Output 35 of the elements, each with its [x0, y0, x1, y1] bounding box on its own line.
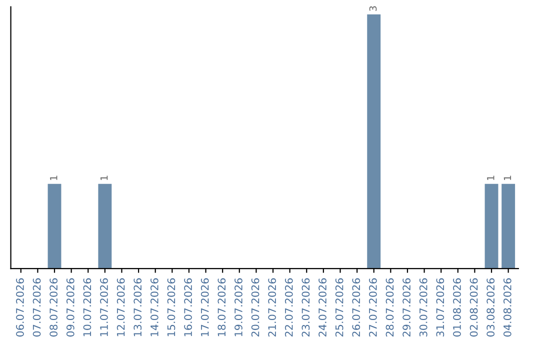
x-tick-label: 17.07.2026: [200, 278, 209, 336]
x-tick-label: 22.07.2026: [284, 278, 293, 337]
x-tick-label: 27.07.2026: [368, 278, 377, 337]
x-tick-label: 31.07.2026: [436, 278, 444, 336]
data-label: 3: [369, 6, 377, 11]
x-tick-label: 25.07.2026: [335, 278, 344, 337]
x-tick-label: 06.07.2026: [16, 278, 24, 337]
data-label: 1: [504, 176, 511, 180]
x-tick-label: 23.07.2026: [302, 278, 310, 337]
x-tick-label: 10.07.2026: [83, 278, 92, 336]
x-tick-label: 29.07.2026: [402, 278, 410, 337]
x-tick-label: 13.07.2026: [134, 278, 142, 336]
x-tick-label: 26.07.2026: [352, 278, 360, 337]
x-tick-label: 01.08.2026: [453, 278, 461, 337]
x-tick-label: 14.07.2026: [150, 278, 158, 336]
x-tick-label: 12.07.2026: [116, 278, 125, 336]
x-tick-label: 21.07.2026: [268, 278, 276, 337]
x-tick-label: 24.07.2026: [318, 278, 326, 337]
x-tick-label: 15.07.2026: [167, 278, 176, 336]
x-tick-label: 11.07.2026: [100, 278, 108, 336]
x-tick-label: 20.07.2026: [251, 278, 260, 337]
x-tick-label: 02.08.2026: [470, 278, 478, 337]
x-tick-label: 28.07.2026: [386, 278, 394, 337]
x-tick-label: 18.07.2026: [218, 278, 226, 336]
x-tick-label: 03.08.2026: [486, 278, 495, 337]
x-tick-label: 30.07.2026: [419, 278, 428, 336]
x-tick-label: 08.07.2026: [50, 278, 58, 337]
x-tick-label: 07.07.2026: [32, 278, 41, 337]
x-tick-label: 19.07.2026: [234, 278, 242, 336]
x-tick-label: 09.07.2026: [66, 278, 74, 337]
x-tick-label: 16.07.2026: [184, 278, 192, 336]
data-label: 1: [487, 176, 494, 180]
x-tick-label: 04.08.2026: [503, 278, 512, 337]
data-label: 1: [50, 176, 58, 180]
data-label: 1: [100, 176, 108, 180]
